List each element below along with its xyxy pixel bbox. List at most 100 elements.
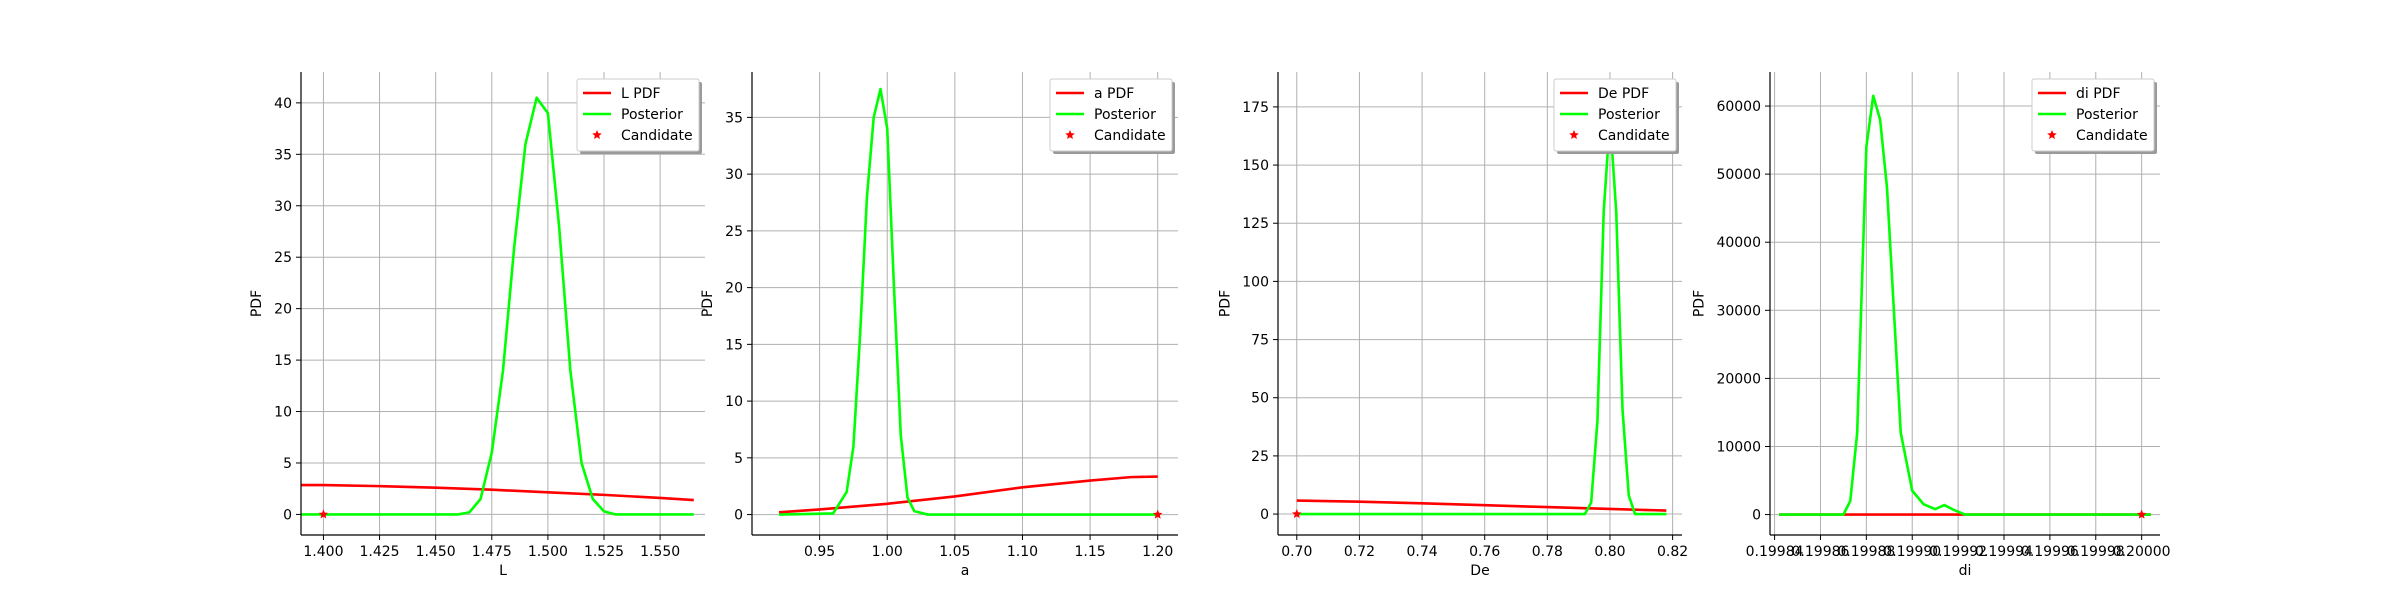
x-tick-label: 1.500 [528, 544, 568, 560]
x-tick-label: 0.74 [1406, 544, 1437, 560]
legend: di PDF Posterior Candidate [2031, 78, 2157, 154]
y-tick-label: 75 [1251, 333, 1269, 349]
x-axis-label: De [1470, 563, 1489, 579]
x-axis-label: L [499, 563, 507, 579]
y-axis-label: PDF [1692, 290, 1708, 317]
series-line-posterior [779, 87, 1158, 516]
series-line-posterior [301, 96, 694, 516]
legend-entry-label: Candidate [1598, 128, 1670, 144]
y-tick-label: 5 [283, 456, 292, 472]
x-tick-label: 0.19986 [1792, 544, 1850, 560]
y-tick-label: 20 [725, 281, 743, 297]
x-tick-label: 0.76 [1469, 544, 1500, 560]
y-tick-label: 175 [1242, 100, 1269, 116]
legend-marker-swatch [2047, 130, 2057, 140]
y-tick-label: 50000 [1716, 167, 1761, 183]
x-tick-label: 1.15 [1075, 544, 1106, 560]
y-tick-label: 0 [1752, 508, 1761, 524]
y-tick-label: 0 [283, 507, 292, 523]
y-tick-label: 25 [1251, 449, 1269, 465]
chart-panel-1: 1.400 1.425 1.450 1.475 1.500 1.525 1.550 0 5 10 1… [249, 72, 705, 579]
x-tick-label: 0.19984 [1746, 544, 1804, 560]
y-tick-label: 30000 [1716, 303, 1761, 319]
x-tick-label: 1.10 [1007, 544, 1038, 560]
legend-entry-label: Posterior [621, 107, 683, 123]
candidate-point [318, 509, 329, 519]
x-tick-label: 0.80 [1594, 544, 1625, 560]
legend-entry-label: Posterior [2076, 107, 2138, 123]
x-tick-label: 1.525 [584, 544, 624, 560]
x-tick-label: 0.19988 [1837, 544, 1895, 560]
legend-entry-label: De PDF [1598, 86, 1649, 102]
x-tick-label: 0.72 [1344, 544, 1375, 560]
x-tick-label: 0.19994 [1975, 544, 2033, 560]
y-tick-label: 10 [274, 405, 292, 421]
chart-panel-4: 0.199840.199860.199880.199900.199920.199… [1692, 72, 2171, 579]
y-axis-label: PDF [249, 290, 265, 317]
y-axis-label: PDF [700, 290, 716, 317]
legend: De PDF Posterior Candidate [1553, 78, 1679, 154]
series-line-a-pdf [778, 475, 1158, 514]
y-tick-label: 5 [734, 451, 743, 467]
series-line-posterior [1296, 117, 1667, 516]
x-tick-label: 0.19998 [2067, 544, 2125, 560]
x-tick-label: 0.95 [804, 544, 835, 560]
x-tick-label: 0.82 [1657, 544, 1688, 560]
y-tick-label: 20 [274, 302, 292, 318]
series-line-l-pdf [301, 483, 694, 502]
x-axis-label: a [961, 563, 970, 579]
candidate-point [1292, 509, 1302, 519]
x-tick-label: 0.19992 [1929, 544, 1987, 560]
legend-box [1049, 78, 1173, 152]
y-tick-label: 50 [1251, 391, 1269, 407]
x-tick-label: 0.78 [1532, 544, 1563, 560]
x-tick-label: 0.19996 [2021, 544, 2079, 560]
x-tick-label: 1.550 [640, 544, 680, 560]
y-tick-label: 25 [725, 224, 743, 240]
legend-entry-label: Posterior [1094, 107, 1156, 123]
legend-box [576, 78, 700, 152]
x-tick-label: 1.05 [939, 544, 970, 560]
legend-marker-swatch [1065, 130, 1075, 140]
y-tick-label: 20000 [1716, 371, 1761, 387]
chart-panel-2: 0.95 1.00 1.05 1.10 1.15 1.20 0 5 10 15 20 25 30 35 a P… [700, 72, 1178, 579]
y-tick-label: 15 [725, 337, 743, 353]
legend-entry-label: Posterior [1598, 107, 1660, 123]
x-tick-label: 1.00 [872, 544, 903, 560]
y-tick-label: 150 [1242, 158, 1269, 174]
y-tick-label: 0 [734, 508, 743, 524]
chart-panel-3: 0.70 0.72 0.74 0.76 0.78 0.80 0.82 0 25 50 75 100 12… [1217, 72, 1688, 579]
legend-marker-swatch [1569, 130, 1579, 140]
y-tick-label: 60000 [1716, 99, 1761, 115]
x-tick-label: 1.450 [416, 544, 456, 560]
legend-entry-label: Candidate [621, 128, 693, 144]
x-tick-label: 0.20000 [2113, 544, 2171, 560]
x-axis-label: di [1959, 563, 1972, 579]
legend-entry-label: Candidate [1094, 128, 1166, 144]
candidate-point [1152, 509, 1163, 519]
y-tick-label: 35 [725, 110, 743, 126]
y-tick-label: 10000 [1716, 439, 1761, 455]
candidate-point [2136, 509, 2147, 519]
y-tick-label: 15 [274, 353, 292, 369]
legend-box [1553, 78, 1677, 152]
y-tick-label: 125 [1242, 216, 1269, 232]
x-tick-label: 0.70 [1281, 544, 1312, 560]
y-tick-label: 0 [1260, 507, 1269, 523]
y-tick-label: 30 [725, 167, 743, 183]
y-tick-label: 40 [274, 96, 292, 112]
y-tick-label: 30 [274, 199, 292, 215]
y-tick-label: 10 [725, 394, 743, 410]
legend-entry-label: di PDF [2076, 86, 2121, 102]
legend-entry-label: a PDF [1094, 86, 1134, 102]
legend-marker-swatch [592, 130, 602, 140]
y-tick-label: 35 [274, 147, 292, 163]
legend-entry-label: L PDF [621, 86, 661, 102]
series-line-posterior [1779, 94, 2151, 516]
y-tick-label: 25 [274, 250, 292, 266]
x-tick-label: 1.475 [472, 544, 512, 560]
legend-entry-label: Candidate [2076, 128, 2148, 144]
y-axis-label: PDF [1217, 290, 1233, 317]
legend: a PDF Posterior Candidate [1049, 78, 1175, 154]
